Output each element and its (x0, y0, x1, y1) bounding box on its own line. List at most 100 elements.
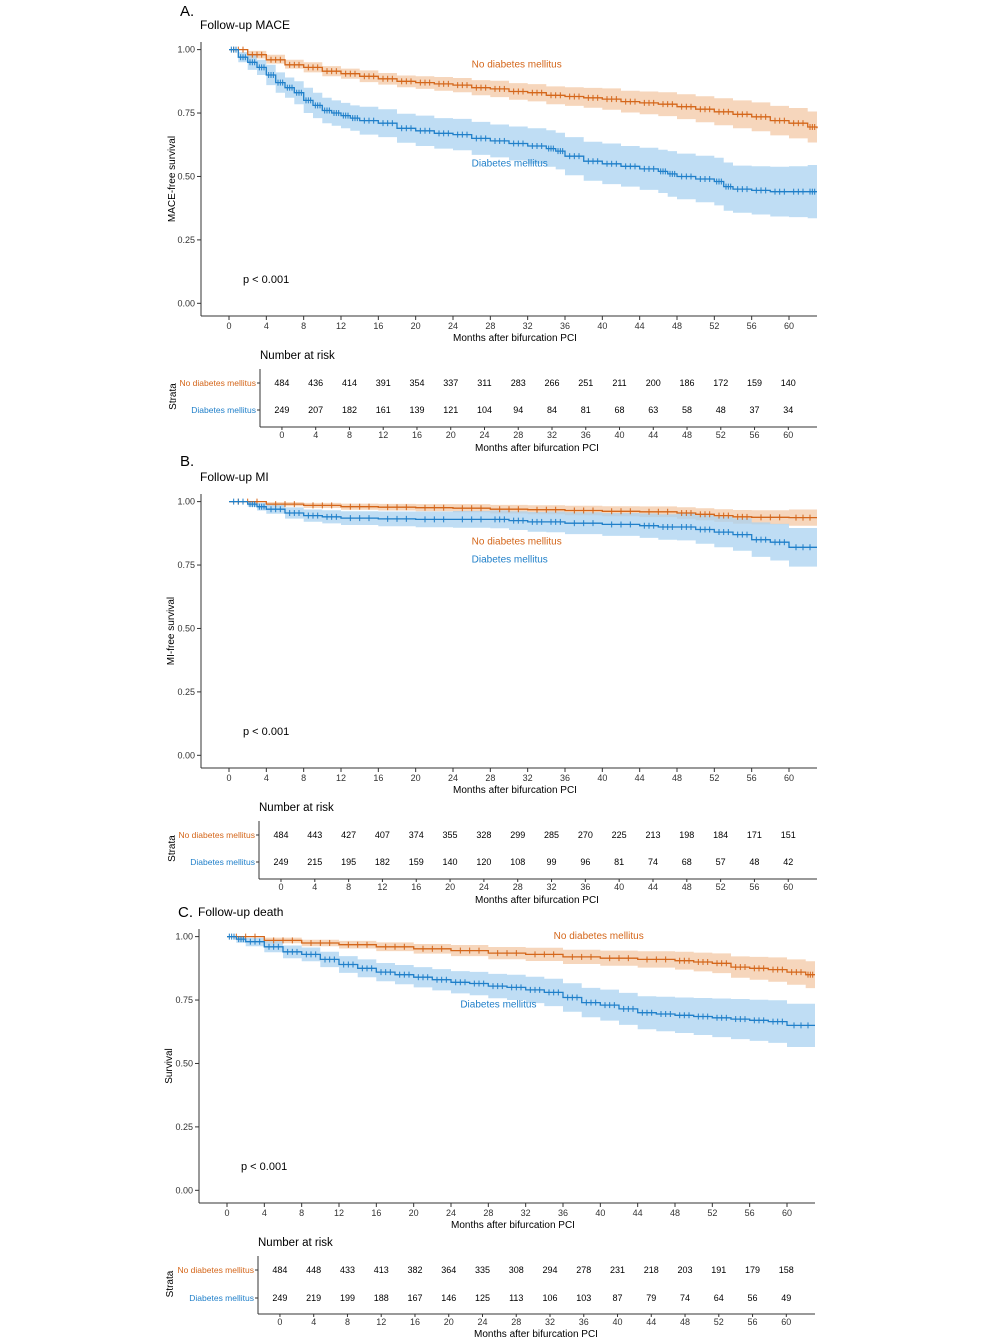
x-tick-label: 36 (560, 773, 570, 783)
risk-row-label-no-diabetes: No diabetes mellitus (177, 1265, 254, 1275)
x-tick-label: 48 (672, 321, 682, 331)
risk-count: 74 (680, 1293, 690, 1303)
y-tick-label: 0.25 (175, 1122, 193, 1132)
series-label-diabetes: Diabetes mellitus (472, 158, 548, 169)
y-tick-label: 0.00 (177, 750, 195, 760)
x-tick-label: 16 (373, 321, 383, 331)
series-label-diabetes: Diabetes mellitus (460, 1000, 536, 1011)
y-tick-label: 0.25 (177, 235, 195, 245)
risk-x-tick-label: 56 (750, 430, 760, 440)
risk-count: 42 (783, 857, 793, 867)
x-tick-label: 48 (672, 773, 682, 783)
x-tick-label: 8 (301, 773, 306, 783)
risk-x-tick-label: 48 (682, 882, 692, 892)
risk-x-tick-label: 0 (278, 882, 283, 892)
risk-count: 231 (610, 1265, 625, 1275)
y-tick-label: 0.00 (175, 1185, 193, 1195)
x-axis-title: Months after bifurcation PCI (453, 785, 577, 796)
risk-count: 37 (750, 405, 760, 415)
risk-count: 172 (713, 378, 728, 388)
risk-x-tick-label: 16 (410, 1317, 420, 1327)
risk-count: 99 (547, 857, 557, 867)
x-tick-label: 12 (334, 1208, 344, 1218)
risk-count: 207 (308, 405, 323, 415)
risk-count: 448 (306, 1265, 321, 1275)
x-tick-label: 36 (558, 1208, 568, 1218)
risk-count: 146 (441, 1293, 456, 1303)
risk-count: 161 (376, 405, 391, 415)
risk-x-tick-label: 32 (547, 882, 557, 892)
risk-count: 249 (273, 857, 288, 867)
x-tick-label: 60 (782, 1208, 792, 1218)
risk-row-label-diabetes: Diabetes mellitus (190, 857, 255, 867)
risk-x-tick-label: 32 (545, 1317, 555, 1327)
risk-x-tick-label: 4 (311, 1317, 316, 1327)
risk-row-label-no-diabetes: No diabetes mellitus (178, 830, 255, 840)
risk-x-tick-label: 8 (345, 1317, 350, 1327)
risk-x-tick-label: 60 (783, 430, 793, 440)
x-tick-label: 12 (336, 773, 346, 783)
risk-count: 34 (783, 405, 793, 415)
risk-count: 48 (716, 405, 726, 415)
risk-x-tick-label: 12 (376, 1317, 386, 1327)
panel-label: B. (180, 453, 194, 470)
risk-count: 294 (542, 1265, 557, 1275)
risk-x-tick-label: 36 (581, 430, 591, 440)
risk-x-tick-label: 4 (312, 882, 317, 892)
risk-x-tick-label: 32 (547, 430, 557, 440)
risk-count: 484 (272, 1265, 287, 1275)
y-axis-title: Survival (164, 1048, 175, 1084)
panel-title: Follow-up MI (200, 470, 269, 484)
y-tick-label: 0.75 (175, 995, 193, 1005)
x-tick-label: 28 (485, 773, 495, 783)
risk-count: 113 (509, 1293, 523, 1303)
x-tick-label: 16 (371, 1208, 381, 1218)
ci-band-diabetes (227, 936, 815, 1047)
series-label-no-diabetes: No diabetes mellitus (472, 537, 562, 548)
y-tick-label: 0.50 (177, 623, 195, 633)
risk-x-tick-label: 16 (411, 882, 421, 892)
risk-count: 251 (578, 378, 593, 388)
x-tick-label: 8 (299, 1208, 304, 1218)
x-tick-label: 20 (411, 321, 421, 331)
risk-count: 270 (578, 830, 593, 840)
risk-row-label-diabetes: Diabetes mellitus (191, 405, 256, 415)
risk-count: 443 (307, 830, 322, 840)
panel-title: Follow-up death (198, 905, 283, 919)
x-tick-label: 52 (709, 773, 719, 783)
x-tick-label: 8 (301, 321, 306, 331)
y-tick-label: 0.00 (177, 298, 195, 308)
y-tick-label: 1.00 (177, 497, 195, 507)
y-axis-title: MI-free survival (166, 597, 177, 665)
risk-x-tick-label: 12 (377, 882, 387, 892)
risk-count: 182 (375, 857, 390, 867)
risk-count: 427 (341, 830, 356, 840)
risk-x-tick-label: 44 (648, 882, 658, 892)
risk-count: 68 (615, 405, 625, 415)
risk-x-tick-label: 24 (477, 1317, 487, 1327)
y-tick-label: 0.25 (177, 687, 195, 697)
risk-count: 195 (341, 857, 356, 867)
series-label-diabetes: Diabetes mellitus (472, 555, 548, 566)
x-tick-label: 44 (635, 321, 645, 331)
risk-count: 184 (713, 830, 728, 840)
y-tick-label: 0.75 (177, 108, 195, 118)
series-label-no-diabetes: No diabetes mellitus (472, 59, 562, 70)
x-tick-label: 16 (373, 773, 383, 783)
risk-x-tick-label: 24 (479, 882, 489, 892)
risk-x-tick-label: 20 (446, 430, 456, 440)
x-axis-title: Months after bifurcation PCI (453, 333, 577, 344)
risk-x-tick-label: 4 (313, 430, 318, 440)
risk-count: 337 (443, 378, 458, 388)
x-tick-label: 32 (521, 1208, 531, 1218)
x-tick-label: 60 (784, 321, 794, 331)
risk-row-label-diabetes: Diabetes mellitus (189, 1293, 254, 1303)
risk-x-tick-label: 20 (445, 882, 455, 892)
risk-x-tick-label: 56 (749, 882, 759, 892)
risk-table-title: Number at risk (258, 1237, 333, 1249)
risk-x-tick-label: 12 (378, 430, 388, 440)
x-tick-label: 56 (745, 1208, 755, 1218)
risk-x-tick-label: 28 (513, 430, 523, 440)
risk-x-tick-label: 60 (783, 882, 793, 892)
